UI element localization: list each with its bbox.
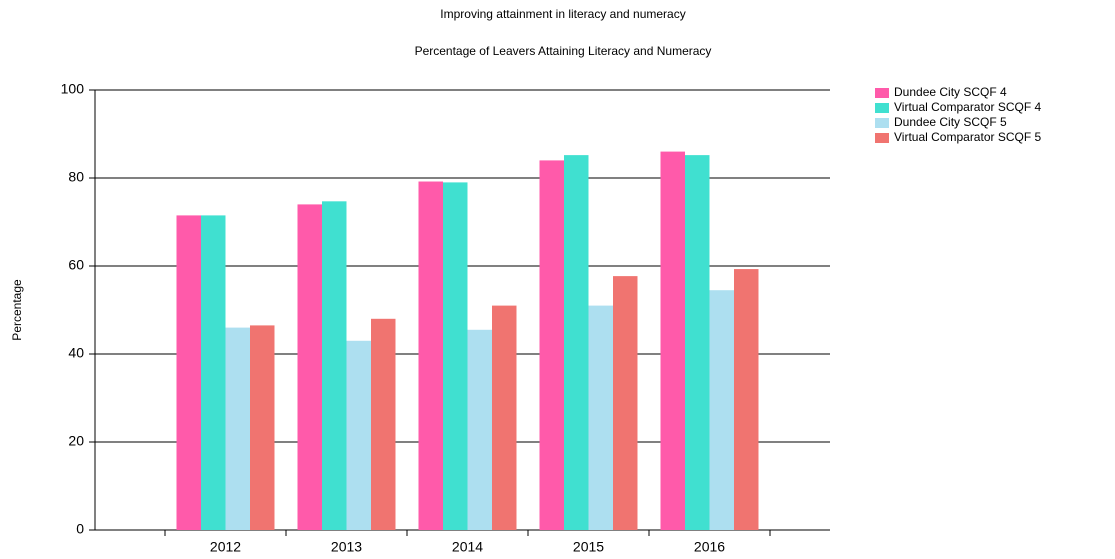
bar — [613, 276, 638, 530]
bar — [418, 181, 443, 530]
bar — [250, 325, 275, 530]
bar — [176, 215, 201, 530]
y-tick-label: 20 — [68, 433, 84, 449]
bar — [564, 155, 589, 530]
bar — [660, 151, 685, 530]
legend-label: Dundee City SCQF 5 — [894, 115, 1007, 129]
bar — [371, 318, 396, 530]
legend-swatch — [875, 103, 889, 113]
y-tick-label: 100 — [61, 81, 85, 97]
y-axis-label: Percentage — [10, 279, 24, 341]
bar — [685, 155, 710, 530]
bar — [443, 182, 468, 530]
legend-swatch — [875, 118, 889, 128]
y-tick-label: 40 — [68, 345, 84, 361]
legend-label: Virtual Comparator SCQF 5 — [894, 130, 1041, 144]
bar — [322, 201, 347, 530]
legend-label: Dundee City SCQF 4 — [894, 85, 1007, 99]
bar — [492, 305, 517, 530]
bar — [588, 305, 613, 530]
legend-label: Virtual Comparator SCQF 4 — [894, 100, 1041, 114]
x-tick-label: 2014 — [452, 539, 483, 555]
chart-title: Improving attainment in literacy and num… — [440, 7, 685, 21]
x-tick-label: 2015 — [573, 539, 604, 555]
chart-subtitle: Percentage of Leavers Attaining Literacy… — [415, 44, 712, 58]
bar — [297, 204, 322, 530]
bar — [467, 329, 492, 530]
y-tick-label: 60 — [68, 257, 84, 273]
bar — [201, 215, 226, 530]
x-tick-label: 2012 — [210, 539, 241, 555]
x-tick-label: 2013 — [331, 539, 362, 555]
bar — [734, 269, 759, 530]
bar — [709, 290, 734, 530]
bar — [225, 327, 250, 530]
x-tick-label: 2016 — [694, 539, 725, 555]
legend-swatch — [875, 133, 889, 143]
y-tick-label: 80 — [68, 169, 84, 185]
legend-swatch — [875, 88, 889, 98]
bar — [346, 340, 371, 530]
y-tick-label: 0 — [76, 521, 84, 537]
bar — [539, 160, 564, 530]
